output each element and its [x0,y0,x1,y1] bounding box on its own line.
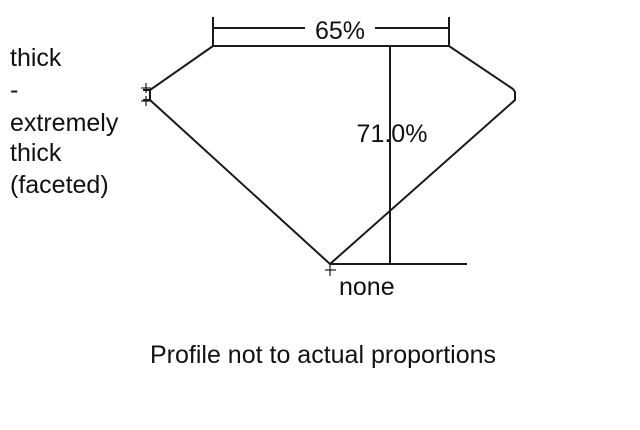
culet-label: none [339,273,395,301]
caption: Profile not to actual proportions [150,341,496,369]
table-percentage-label: 65% [315,17,365,45]
girdle-label: thick - extremely thick (faceted) [10,44,125,199]
depth-percentage-label: 71.0% [357,120,428,148]
diamond-outline [149,45,516,266]
